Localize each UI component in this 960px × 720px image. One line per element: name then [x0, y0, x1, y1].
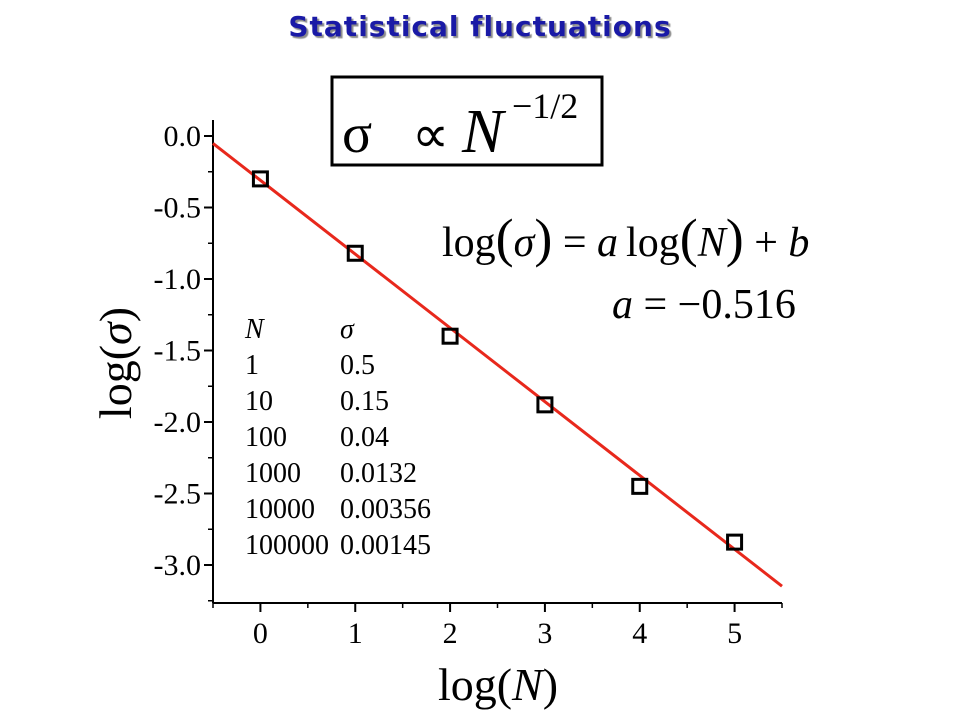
- data-points: [251, 170, 744, 551]
- ticks: 0 1 2 3 4 5 0.0 -0.5 -1.0 -1.5 -2.0 -2.5 -3.0: [154, 120, 783, 650]
- table-cell-n: 1000: [245, 458, 301, 489]
- eq-log-1: log: [442, 220, 496, 266]
- data-point: [346, 244, 364, 262]
- table-cell-sigma: 0.00145: [340, 530, 431, 561]
- eq-b: b: [788, 220, 809, 266]
- y-tick-label: -3.0: [154, 549, 202, 582]
- formula-exponent: −1/2: [512, 86, 578, 126]
- table-cell-sigma: 0.5: [340, 350, 375, 381]
- y-axis-title: log(σ): [90, 307, 141, 419]
- y-tick-label: -1.5: [154, 335, 202, 368]
- formula-proportional: ∝: [412, 107, 449, 164]
- slope-label: a = −0.516: [612, 282, 796, 328]
- eq-equals: =: [552, 220, 597, 266]
- fit-line: [212, 142, 783, 588]
- table-cell-n: 100: [245, 422, 287, 453]
- data-point: [631, 477, 649, 495]
- regression-equation: log(σ) = a log(N) + b a = −0.516: [442, 208, 809, 328]
- x-tick-label: 1: [348, 617, 363, 650]
- data-point: [251, 170, 269, 188]
- formula-sigma: σ: [342, 103, 372, 165]
- table-header-n: N: [244, 314, 265, 345]
- eq-plus: +: [744, 220, 789, 266]
- eq-log-2: log: [626, 220, 680, 266]
- y-tick-label: -2.5: [154, 478, 202, 511]
- table-cell-sigma: 0.0132: [340, 458, 417, 489]
- x-tick-label: 2: [443, 617, 458, 650]
- y-tick-label: -2.0: [154, 406, 202, 439]
- x-axis-title: log(N): [438, 659, 558, 710]
- table-header-sigma: σ: [340, 314, 355, 345]
- data-point: [536, 396, 554, 414]
- y-tick-label: -0.5: [154, 192, 202, 225]
- eq-a: a: [597, 220, 618, 266]
- fit-line-group: [212, 142, 783, 588]
- table-cell-n: 10000: [245, 494, 315, 525]
- data-point: [726, 533, 744, 551]
- eq-sigma: σ: [514, 220, 537, 266]
- table-cell-n: 1: [245, 350, 259, 381]
- data-point: [441, 327, 459, 345]
- formula-n: N: [461, 98, 507, 166]
- x-tick-label: 3: [537, 617, 552, 650]
- x-tick-label: 5: [727, 617, 742, 650]
- table-cell-sigma: 0.00356: [340, 494, 431, 525]
- formula-box: σ ∝ N −1/2: [330, 75, 604, 167]
- y-tick-label: -1.0: [154, 263, 202, 296]
- table-cell-n: 100000: [245, 530, 329, 561]
- y-tick-label: 0.0: [164, 120, 202, 153]
- x-tick-label: 4: [632, 617, 647, 650]
- slide-title: Statistical fluctuations: [288, 10, 672, 43]
- eq-n: N: [697, 220, 728, 266]
- table-cell-n: 10: [245, 386, 273, 417]
- table-cell-sigma: 0.04: [340, 422, 389, 453]
- x-tick-label: 0: [253, 617, 268, 650]
- table-cell-sigma: 0.15: [340, 386, 389, 417]
